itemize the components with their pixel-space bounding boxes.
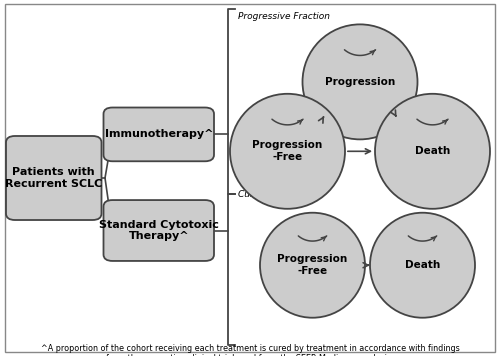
Ellipse shape — [370, 213, 475, 318]
Text: Progression
-Free: Progression -Free — [252, 141, 322, 162]
FancyBboxPatch shape — [104, 108, 214, 161]
Ellipse shape — [302, 24, 418, 140]
Ellipse shape — [230, 94, 345, 209]
Ellipse shape — [260, 213, 365, 318]
Text: Death: Death — [405, 260, 440, 270]
Text: Standard Cytotoxic
Therapy^: Standard Cytotoxic Therapy^ — [99, 220, 218, 241]
FancyBboxPatch shape — [104, 200, 214, 261]
Text: ^A proportion of the cohort receiving each treatment is cured by treatment in ac: ^A proportion of the cohort receiving ea… — [40, 344, 460, 356]
Text: Progression: Progression — [325, 77, 395, 87]
FancyBboxPatch shape — [6, 136, 102, 220]
Text: Progression
-Free: Progression -Free — [278, 255, 347, 276]
Text: Progressive Fraction: Progressive Fraction — [238, 12, 330, 21]
Text: Cured Fraction: Cured Fraction — [238, 190, 304, 199]
Ellipse shape — [375, 94, 490, 209]
Text: Death: Death — [415, 146, 450, 156]
Text: Immunotherapy^: Immunotherapy^ — [104, 129, 213, 140]
Text: Patients with
Recurrent SCLC: Patients with Recurrent SCLC — [5, 167, 102, 189]
